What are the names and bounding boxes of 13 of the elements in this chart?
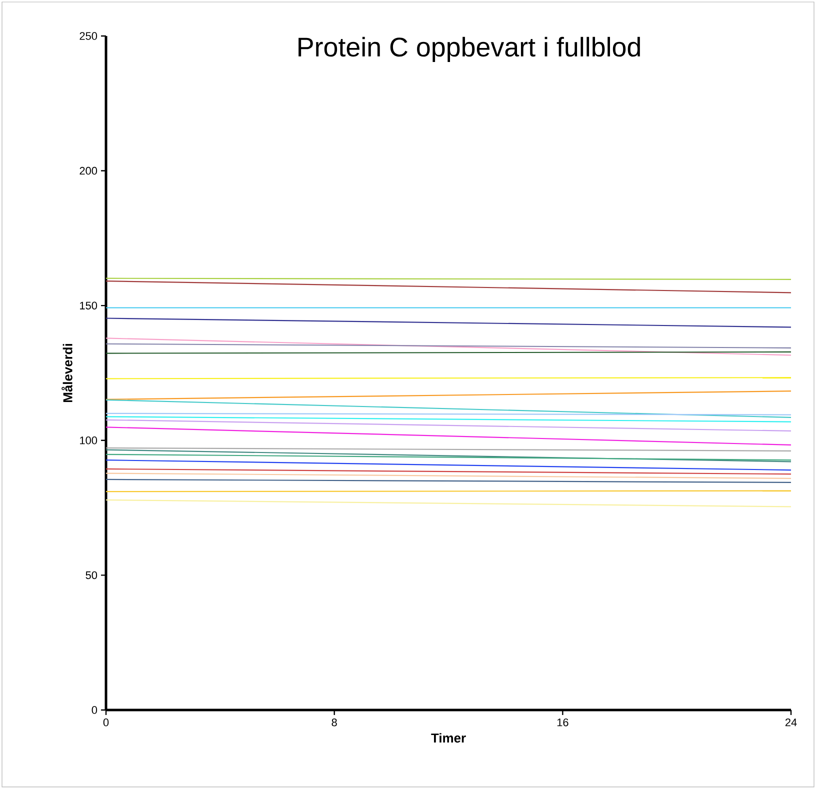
y-tick-label: 200	[80, 166, 98, 175]
y-tick-label: 50	[86, 571, 98, 580]
x-tick-label: 16	[557, 718, 568, 726]
chart-title: Protein C oppbevart i fullblod	[298, 36, 640, 62]
x-tick-label: 24	[785, 718, 797, 726]
x-tick-label: 8	[332, 718, 337, 726]
y-axis-title: Måleverdi	[62, 344, 72, 402]
y-tick-label: 0	[92, 706, 98, 714]
y-tick-label: 250	[80, 32, 98, 40]
x-tick-label: 0	[103, 718, 109, 726]
y-tick-label: 100	[80, 436, 98, 444]
y-tick-label: 150	[80, 302, 98, 310]
x-axis-title: Timer	[431, 733, 466, 743]
